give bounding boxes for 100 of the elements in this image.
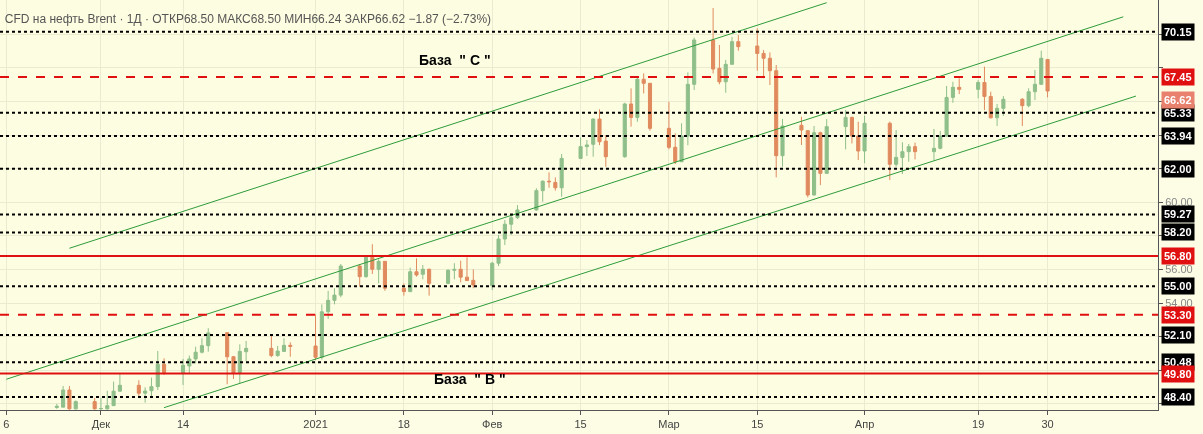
y-tick-label: 56.00 bbox=[1165, 263, 1193, 276]
ref-line-label: 59.27 bbox=[1164, 208, 1192, 220]
candlestick bbox=[534, 187, 539, 212]
candlestick bbox=[1001, 95, 1006, 117]
ref-line-label: 56.80 bbox=[1164, 250, 1192, 262]
candlestick bbox=[666, 101, 671, 150]
candlestick bbox=[281, 337, 287, 353]
candlestick bbox=[382, 260, 387, 292]
candlestick bbox=[711, 7, 716, 74]
candlestick bbox=[673, 132, 678, 165]
candlestick bbox=[856, 121, 861, 161]
candlestick bbox=[446, 268, 451, 285]
x-tick-label: 2021 bbox=[303, 418, 328, 431]
candlestick bbox=[976, 79, 981, 99]
candlestick bbox=[685, 71, 690, 146]
candlestick bbox=[995, 103, 1000, 127]
candlestick bbox=[73, 399, 78, 410]
x-tick-label: 30 bbox=[1041, 418, 1054, 431]
candlestick bbox=[692, 37, 697, 91]
candlestick bbox=[338, 263, 343, 298]
candlestick bbox=[755, 27, 760, 72]
candlestick bbox=[111, 381, 116, 407]
candlestick bbox=[231, 355, 236, 380]
candlestick bbox=[679, 122, 684, 163]
candlestick bbox=[584, 139, 589, 157]
ref-line-label: 50.48 bbox=[1164, 356, 1192, 368]
candlestick bbox=[887, 121, 892, 181]
candlestick bbox=[894, 129, 899, 168]
candlestick bbox=[199, 337, 204, 354]
x-tick-label: 15 bbox=[574, 418, 587, 431]
candlestick bbox=[143, 386, 148, 404]
ref-line-label: 62.00 bbox=[1164, 163, 1192, 175]
candlestick bbox=[931, 128, 937, 162]
candlestick bbox=[452, 262, 457, 280]
candlestick bbox=[957, 77, 962, 95]
ref-line-label: 49.80 bbox=[1164, 368, 1192, 380]
text: 66.62 bbox=[1164, 94, 1192, 106]
ref-line-label: 53.30 bbox=[1164, 309, 1192, 321]
candlestick bbox=[105, 390, 110, 410]
candlestick bbox=[824, 118, 829, 175]
candlestick bbox=[376, 258, 381, 284]
candlestick bbox=[206, 327, 211, 353]
candlestick bbox=[288, 341, 293, 358]
annotation: База " C " bbox=[419, 52, 491, 68]
candlestick bbox=[471, 268, 476, 289]
candlestick bbox=[67, 385, 72, 410]
candlestick bbox=[912, 142, 918, 160]
ref-line-label: 48.40 bbox=[1164, 391, 1192, 403]
candlestick bbox=[736, 34, 741, 52]
candlestick bbox=[641, 72, 646, 94]
candlestick bbox=[1045, 58, 1050, 98]
candlestick bbox=[61, 385, 66, 408]
candlestick bbox=[237, 343, 242, 384]
candlestick bbox=[117, 372, 122, 393]
candlestick bbox=[1039, 50, 1044, 86]
candlestick bbox=[155, 350, 160, 391]
candlestick bbox=[717, 44, 722, 85]
candlestick bbox=[799, 116, 804, 146]
candlestick bbox=[414, 257, 419, 278]
candlestick bbox=[812, 125, 817, 197]
candlestick bbox=[225, 331, 230, 385]
candlestick bbox=[420, 264, 425, 280]
candlestick bbox=[774, 64, 779, 178]
candlestick bbox=[92, 397, 97, 410]
x-tick-label: 18 bbox=[397, 418, 411, 431]
candlestick bbox=[944, 85, 949, 138]
candlestick bbox=[635, 77, 640, 123]
candlestick bbox=[988, 91, 993, 120]
candlestick bbox=[591, 117, 596, 158]
candlestick bbox=[464, 256, 470, 282]
candlestick bbox=[370, 243, 375, 275]
candlestick bbox=[597, 108, 602, 146]
candlestick bbox=[559, 153, 564, 198]
ref-line-label: 52.10 bbox=[1164, 329, 1192, 341]
text: CFD на нефть Brent · 1Д · ОТКР68.50 МАКС68.50 МИН66.24 ЗАКР66.62 −1.87 (−2.73%) bbox=[4, 12, 492, 27]
candlestick bbox=[761, 49, 766, 79]
ref-line-label: 70.15 bbox=[1164, 26, 1192, 38]
candlestick bbox=[162, 357, 167, 376]
candlestick bbox=[723, 59, 728, 94]
candlestick bbox=[1026, 87, 1031, 108]
candlestick bbox=[357, 263, 362, 288]
candlestick bbox=[490, 261, 495, 291]
x-tick-label: Мар bbox=[658, 418, 680, 431]
ref-line-label: 65.33 bbox=[1164, 107, 1192, 119]
candlestick bbox=[136, 379, 141, 398]
x-tick-label: Апр bbox=[854, 418, 875, 431]
candlestick bbox=[622, 102, 627, 159]
candlestick bbox=[546, 171, 552, 189]
candlestick bbox=[269, 335, 274, 358]
annotation: База " B " bbox=[434, 371, 506, 387]
candlestick bbox=[313, 313, 318, 361]
candlestick bbox=[603, 134, 608, 168]
candlestick bbox=[805, 129, 810, 198]
x-tick-label: 14 bbox=[176, 418, 190, 431]
x-tick-label: 15 bbox=[751, 418, 764, 431]
y-tick-label: 54.00 bbox=[1165, 296, 1193, 309]
candlestick bbox=[98, 397, 104, 410]
candlestick bbox=[553, 176, 558, 192]
ref-line-label: 63.94 bbox=[1164, 130, 1193, 142]
candlestick bbox=[818, 131, 823, 186]
